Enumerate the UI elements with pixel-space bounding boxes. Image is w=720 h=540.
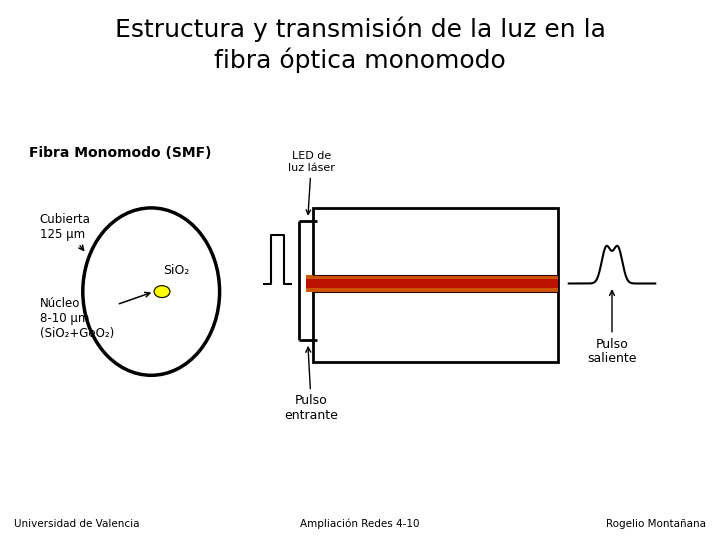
Text: Fibra Monomodo (SMF): Fibra Monomodo (SMF) <box>29 146 211 160</box>
Bar <box>306 280 317 287</box>
Text: SiO₂: SiO₂ <box>163 264 189 276</box>
Text: Universidad de Valencia: Universidad de Valencia <box>14 519 140 529</box>
Text: Cubierta
125 μm: Cubierta 125 μm <box>40 213 91 250</box>
Text: Estructura y transmisión de la luz en la
fibra óptica monomodo: Estructura y transmisión de la luz en la… <box>114 16 606 73</box>
Text: Pulso
entrante: Pulso entrante <box>284 347 338 422</box>
Text: LED de
luz láser: LED de luz láser <box>288 151 335 214</box>
Ellipse shape <box>83 208 220 375</box>
Bar <box>313 280 558 287</box>
Bar <box>306 275 317 292</box>
Bar <box>306 275 313 292</box>
Bar <box>313 275 558 292</box>
Bar <box>306 280 313 287</box>
Text: Núcleo
8-10 μm
(SiO₂+GeO₂): Núcleo 8-10 μm (SiO₂+GeO₂) <box>40 292 150 340</box>
Text: Rogelio Montañana: Rogelio Montañana <box>606 519 706 529</box>
Circle shape <box>154 286 170 298</box>
Text: Ampliación Redes 4-10: Ampliación Redes 4-10 <box>300 519 420 529</box>
Bar <box>313 208 558 362</box>
Text: Pulso
saliente: Pulso saliente <box>588 291 636 366</box>
